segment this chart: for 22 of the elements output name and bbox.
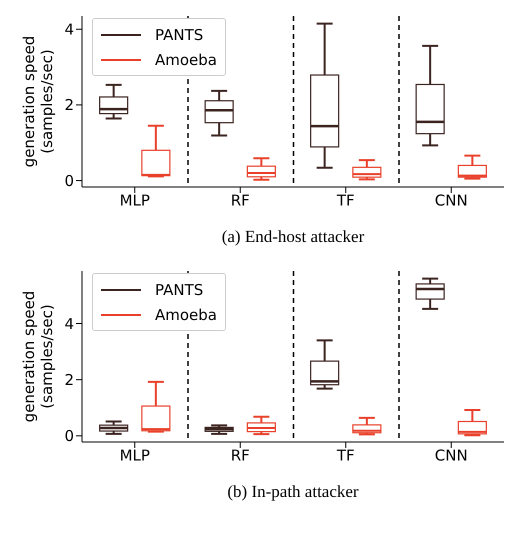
legend-label: Amoeba xyxy=(155,50,217,68)
x-tick-label: TF xyxy=(336,446,355,465)
legend-label: PANTS xyxy=(155,280,204,298)
legend-label: Amoeba xyxy=(155,306,217,324)
x-tick-label: CNN xyxy=(434,192,468,210)
x-tick-label: MLP xyxy=(120,192,150,210)
y-tick-label: 0 xyxy=(64,172,74,190)
x-tick-label: TF xyxy=(336,192,355,210)
y-axis-title: generation speed (samples/sec) xyxy=(20,290,56,422)
x-tick-label: MLP xyxy=(120,446,150,465)
x-tick-label: CNN xyxy=(434,446,468,465)
text: (a) End-host attacker xyxy=(220,227,366,247)
y-axis-title: generation speed (samples/sec) xyxy=(20,36,56,168)
x-tick-label: RF xyxy=(230,192,250,210)
y-tick-label: 2 xyxy=(64,370,74,389)
y-tick-label: 2 xyxy=(64,96,74,114)
y-tick-label: 4 xyxy=(64,20,74,39)
x-tick-label: RF xyxy=(230,446,250,465)
y-tick-label: 4 xyxy=(64,314,74,333)
text: (b) In-path attacker xyxy=(226,482,360,502)
y-tick-label: 0 xyxy=(64,427,74,446)
legend-label: PANTS xyxy=(155,26,204,44)
